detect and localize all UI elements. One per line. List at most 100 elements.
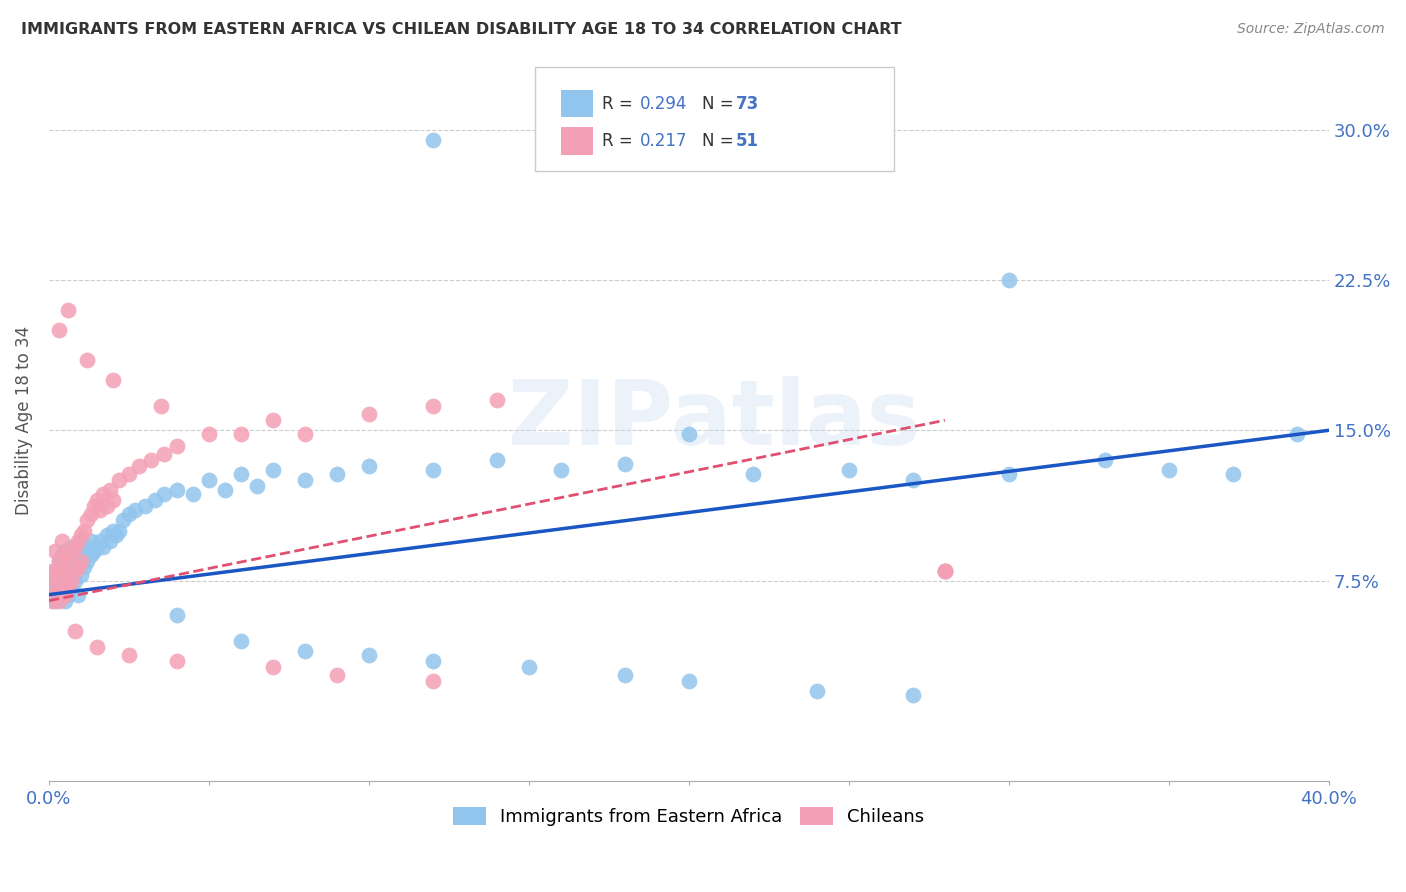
- Point: [1094, 453, 1116, 467]
- Point: [998, 273, 1021, 287]
- Point: [76, 553, 98, 567]
- Point: [76, 353, 98, 368]
- Point: [79, 508, 101, 522]
- Point: [806, 683, 828, 698]
- Point: [70, 553, 93, 567]
- Text: R =: R =: [602, 95, 638, 112]
- Point: [79, 533, 101, 548]
- Point: [48, 574, 70, 588]
- Point: [1285, 427, 1308, 442]
- Point: [246, 479, 269, 493]
- Point: [153, 447, 176, 461]
- Point: [79, 548, 101, 562]
- Point: [70, 567, 93, 582]
- Point: [108, 524, 131, 538]
- Text: 0.217: 0.217: [640, 132, 688, 150]
- Point: [96, 500, 118, 514]
- Point: [56, 567, 79, 582]
- Point: [60, 543, 83, 558]
- Point: [48, 553, 70, 567]
- Text: ZIPatlas: ZIPatlas: [509, 376, 921, 465]
- Point: [901, 688, 924, 702]
- Point: [198, 427, 221, 442]
- Point: [56, 588, 79, 602]
- Point: [86, 493, 108, 508]
- Point: [63, 624, 86, 638]
- Point: [56, 553, 79, 567]
- FancyBboxPatch shape: [536, 67, 894, 171]
- Point: [214, 483, 236, 498]
- Point: [422, 399, 444, 413]
- Point: [44, 564, 66, 578]
- Point: [901, 474, 924, 488]
- Point: [134, 500, 156, 514]
- Point: [83, 500, 105, 514]
- Point: [262, 660, 284, 674]
- Text: Source: ZipAtlas.com: Source: ZipAtlas.com: [1237, 22, 1385, 37]
- Point: [166, 483, 188, 498]
- Point: [73, 543, 96, 558]
- Point: [93, 540, 115, 554]
- Point: [422, 654, 444, 668]
- Legend: Immigrants from Eastern Africa, Chileans: Immigrants from Eastern Africa, Chileans: [453, 806, 925, 826]
- Point: [66, 553, 89, 567]
- Point: [41, 588, 63, 602]
- Point: [51, 559, 73, 574]
- Point: [63, 564, 86, 578]
- Point: [105, 527, 128, 541]
- Text: 73: 73: [737, 95, 759, 112]
- Point: [53, 559, 76, 574]
- Text: N =: N =: [702, 132, 738, 150]
- Point: [60, 574, 83, 588]
- Point: [41, 580, 63, 594]
- Point: [422, 673, 444, 688]
- Point: [166, 654, 188, 668]
- Point: [485, 393, 508, 408]
- Point: [934, 564, 956, 578]
- Point: [56, 580, 79, 594]
- Point: [44, 543, 66, 558]
- Point: [60, 564, 83, 578]
- Point: [76, 514, 98, 528]
- Point: [678, 673, 700, 688]
- Point: [51, 559, 73, 574]
- Point: [89, 533, 111, 548]
- Point: [108, 474, 131, 488]
- Point: [70, 553, 93, 567]
- Point: [229, 467, 252, 482]
- Point: [86, 540, 108, 554]
- Point: [741, 467, 763, 482]
- Text: 51: 51: [737, 132, 759, 150]
- Point: [83, 543, 105, 558]
- Point: [998, 467, 1021, 482]
- Point: [326, 467, 349, 482]
- Point: [101, 493, 124, 508]
- Point: [422, 133, 444, 147]
- Point: [118, 508, 141, 522]
- Text: R =: R =: [602, 132, 638, 150]
- Point: [53, 567, 76, 582]
- Point: [76, 540, 98, 554]
- Point: [141, 453, 163, 467]
- Point: [678, 427, 700, 442]
- Point: [60, 580, 83, 594]
- Point: [44, 593, 66, 607]
- Point: [44, 567, 66, 582]
- Point: [51, 583, 73, 598]
- Point: [934, 564, 956, 578]
- Point: [838, 463, 860, 477]
- Point: [613, 458, 636, 472]
- Point: [128, 459, 150, 474]
- Point: [41, 593, 63, 607]
- Point: [118, 648, 141, 662]
- Point: [73, 559, 96, 574]
- Point: [41, 564, 63, 578]
- Point: [357, 407, 380, 421]
- Point: [294, 644, 316, 658]
- Point: [1222, 467, 1244, 482]
- Point: [124, 503, 146, 517]
- Point: [53, 574, 76, 588]
- Point: [229, 633, 252, 648]
- Point: [422, 463, 444, 477]
- Point: [149, 399, 172, 413]
